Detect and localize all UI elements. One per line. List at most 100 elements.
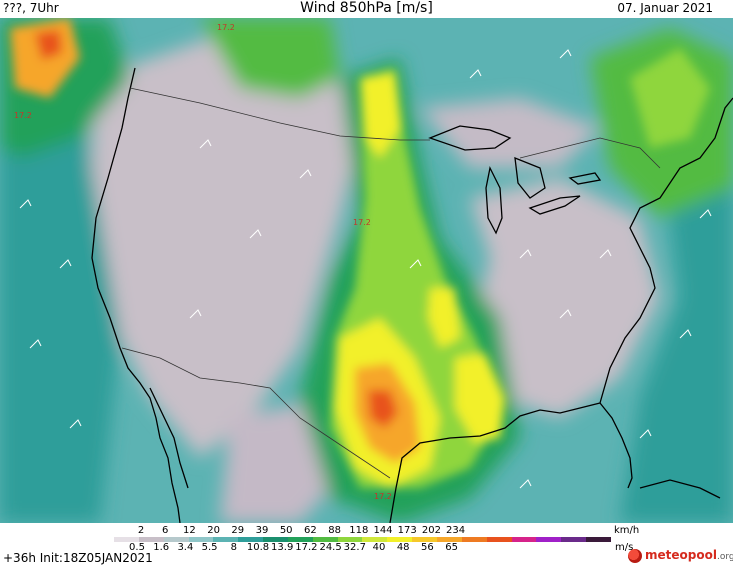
contour-label: 17.2 xyxy=(217,23,235,32)
us-mexico-border xyxy=(121,347,391,479)
legend-kmh-unit: km/h xyxy=(614,525,640,536)
wind-map-canvas: 17.2 17.2 17.2 17.2 xyxy=(0,18,733,523)
legend-color-swatch xyxy=(263,537,288,542)
northeast-core-lime xyxy=(630,48,710,148)
jet-core-yellow-north xyxy=(428,288,460,348)
meteopool-logo[interactable]: meteopool.org xyxy=(628,548,733,564)
wind-barbs xyxy=(19,49,712,489)
legend-kmh-tick: 6 xyxy=(162,525,169,536)
init-time-label: +36h Init:18Z05JAN2021 xyxy=(3,551,153,565)
lakes-core-yellow xyxy=(360,73,400,158)
legend-color-swatch xyxy=(461,537,487,542)
legend-ms-tick: 1.6 xyxy=(153,542,170,553)
legend-color-swatch xyxy=(238,537,264,542)
legend-color-swatch xyxy=(163,537,189,542)
valid-date-label: 07. Januar 2021 xyxy=(617,1,713,15)
lake-superior xyxy=(428,125,512,151)
legend-ms-tick: 65 xyxy=(445,542,458,553)
wind-barb xyxy=(199,139,212,149)
wind-barb xyxy=(69,419,82,429)
legend-color-swatch xyxy=(312,537,338,542)
legend-color-swatch xyxy=(486,537,512,542)
legend-color-swatch xyxy=(387,537,413,542)
legend-ms-tick: 40 xyxy=(372,542,386,553)
atlantic-coastline xyxy=(599,97,733,404)
contour-label: 17.2 xyxy=(14,111,32,120)
legend-kmh-tick: 202 xyxy=(421,525,441,536)
legend-kmh-tick: 20 xyxy=(207,525,220,536)
canada-strong-wind xyxy=(200,18,340,98)
legend-color-swatch xyxy=(511,537,537,542)
legend-kmh-tick: 144 xyxy=(373,525,393,536)
legend-ms-tick: 48 xyxy=(396,542,410,553)
legend-kmh-tick: 88 xyxy=(328,525,341,536)
legend-color-swatch xyxy=(412,537,437,542)
baja-coastline xyxy=(149,387,189,489)
wind-barb xyxy=(409,259,422,269)
calm-region-east xyxy=(470,178,660,418)
legend-ms-tick: 0.5 xyxy=(129,542,145,553)
contour-labels: 17.2 17.2 17.2 17.2 xyxy=(14,23,392,501)
wind-barb xyxy=(469,69,482,79)
logo-tld: .org xyxy=(716,552,733,562)
legend-ms-unit: m/s xyxy=(615,542,634,553)
legend-color-swatch xyxy=(436,537,462,542)
lake-michigan xyxy=(485,166,503,235)
wind-map: 17.2 17.2 17.2 17.2 xyxy=(0,18,733,523)
contour-label: 17.2 xyxy=(353,218,371,227)
northwest-core-red xyxy=(35,30,62,60)
wind-barb xyxy=(189,309,202,319)
jet-core-red xyxy=(368,390,398,428)
jet-core-yellow-east xyxy=(455,353,505,443)
wind-barb xyxy=(559,49,572,59)
wind-barb xyxy=(299,169,312,179)
legend-kmh-ticks: 2 6 12 20 29 39 50 62 88 118 144 173 202 234 xyxy=(0,525,733,536)
legend-color-swatch xyxy=(213,537,239,542)
wind-barb xyxy=(519,479,532,489)
wind-barb xyxy=(599,249,612,259)
legend-kmh-tick: 39 xyxy=(255,525,269,536)
wind-barb xyxy=(559,309,572,319)
us-canada-border xyxy=(129,87,430,141)
calm-region-west xyxy=(90,38,360,458)
wind-barb xyxy=(639,429,652,439)
wind-barb xyxy=(519,249,532,259)
legend-color-swatch xyxy=(561,537,587,542)
legend-footer: 2 6 12 20 29 39 50 62 88 118 144 173 202 234 km/h 0.5… xyxy=(0,523,733,566)
wind-speed-core xyxy=(10,18,710,488)
legend-ms-tick: 3.4 xyxy=(177,542,194,553)
florida-coastline xyxy=(599,402,633,489)
pacific-coastline xyxy=(91,67,181,523)
wind-barb xyxy=(19,199,32,209)
legend-color-swatch xyxy=(138,537,164,542)
legend-kmh-tick: 173 xyxy=(397,525,417,536)
cuba-coastline xyxy=(639,479,721,499)
canada-east-border xyxy=(519,137,661,169)
atlantic-moderate-wind xyxy=(620,98,733,523)
legend-kmh-tick: 118 xyxy=(349,525,369,536)
legend-ms-tick: 56 xyxy=(421,542,434,553)
legend-color-swatch xyxy=(188,537,214,542)
valid-time-label: ???, 7Uhr xyxy=(3,1,59,15)
legend-kmh-tick: 12 xyxy=(183,525,196,536)
legend-color-swatch xyxy=(337,537,363,542)
logo-name: meteopool xyxy=(645,548,717,562)
logo-globe-icon xyxy=(628,549,642,563)
lake-huron xyxy=(514,156,546,199)
chart-title: Wind 850hPa [m/s] xyxy=(300,0,433,16)
legend-color-swatch xyxy=(362,537,388,542)
coastlines xyxy=(91,67,733,523)
legend-kmh-tick: 234 xyxy=(446,525,466,536)
wind-barb xyxy=(699,209,712,219)
contour-label: 17.2 xyxy=(374,492,392,501)
legend-ms-tick: 24.5 xyxy=(319,542,342,553)
wind-barb xyxy=(679,329,692,339)
legend-color-swatch xyxy=(536,537,562,542)
lake-erie xyxy=(528,195,581,215)
wind-barb xyxy=(249,229,262,239)
legend-color-swatch xyxy=(287,537,313,542)
lake-ontario xyxy=(568,172,602,185)
legend-ms-tick: 13.9 xyxy=(271,542,294,553)
legend-color-swatch xyxy=(114,537,139,542)
legend-kmh-tick: 29 xyxy=(231,525,245,536)
